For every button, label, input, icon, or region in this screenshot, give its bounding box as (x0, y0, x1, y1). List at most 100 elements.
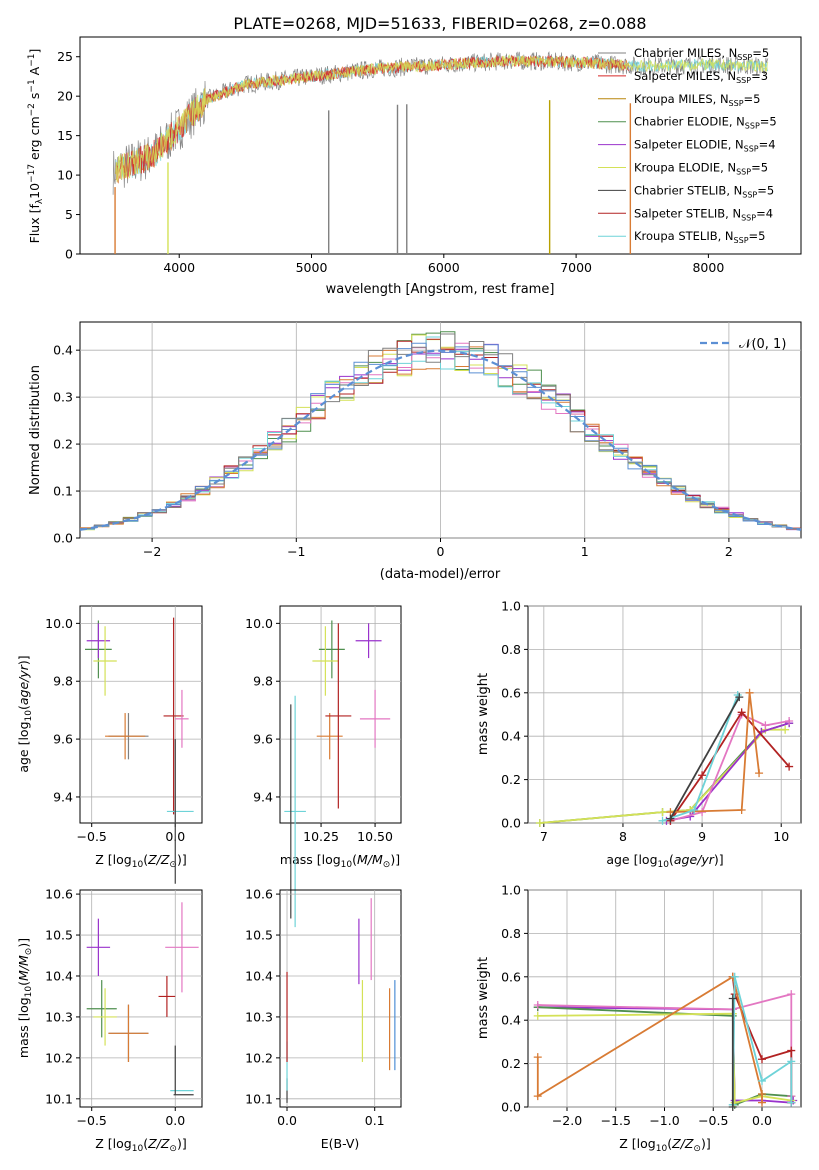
legend-name: Salpeter MILES, N (634, 69, 736, 83)
y-tick-label: 9.8 (253, 674, 273, 689)
x-tick-label: −1.0 (649, 1113, 679, 1128)
y-tick-label: 0.2 (501, 772, 521, 787)
weight-marker (698, 771, 707, 780)
y-tick-label: 10 (57, 168, 73, 183)
y-tick-label: 0.6 (501, 685, 521, 700)
y-tick-label: 10.2 (45, 1050, 73, 1065)
data-point (284, 695, 306, 928)
spectrum-xticks: 4000 5000 6000 7000 8000 (163, 254, 724, 275)
weight-marker (533, 1001, 542, 1010)
y-tick-label: 5 (65, 207, 73, 222)
y-tick-label: 10.6 (45, 887, 73, 902)
y-tick-label: 0.4 (53, 343, 73, 358)
massweight-vs-Z-xlabel: Z [log10(Z/Z⊙)] (619, 1136, 710, 1154)
data-point (93, 626, 117, 696)
data-point (359, 689, 391, 748)
legend-suffix: =5 (752, 46, 769, 60)
legend-label: Salpeter STELIB, NSSP=4 (634, 206, 773, 222)
legend-name: Salpeter STELIB, N (634, 206, 741, 220)
data-point (86, 918, 111, 976)
weight-marker (533, 1092, 542, 1101)
spectrum-ylabel-sub: λ (35, 198, 45, 204)
weight-line (537, 993, 793, 1097)
age-vs-Z-axes-frame (79, 605, 203, 824)
y-tick-label: 15 (57, 128, 73, 143)
weight-line (662, 694, 739, 822)
x-tick-label: 4000 (163, 260, 195, 275)
y-tick-label: 0.0 (53, 531, 73, 546)
weight-series (535, 725, 790, 827)
weight-series (666, 688, 764, 817)
residuals-panel: −2 −1 0 1 2 0.0 0.1 0.2 0.3 0.4 (data-model)/err… (28, 321, 802, 582)
legend-label: Salpeter MILES, NSSP=3 (634, 69, 768, 85)
y-tick-label: 0.2 (53, 437, 73, 452)
y-tick-label: 10.5 (45, 928, 73, 943)
y-tick-label: 10.0 (245, 616, 273, 631)
age-vs-Z-panel: Z [log10(Z/Z⊙)] age [log10(age/yr)] −0.5… (16, 605, 203, 884)
massweight-vs-age-xlabel: age [log10(age/yr)] (606, 852, 723, 870)
y-tick-label: 0.0 (501, 1100, 521, 1115)
y-tick-label: 10.4 (245, 968, 273, 983)
legend-label: Salpeter ELODIE, NSSP=4 (634, 138, 776, 154)
y-tick-label: 0.8 (501, 926, 521, 941)
x-tick-label: 1 (581, 544, 589, 559)
legend-name: Chabrier MILES, N (634, 46, 737, 60)
residuals-yticks: 0.0 0.1 0.2 0.3 0.4 (53, 343, 80, 546)
spectrum-xlabel: wavelength [Angstrom, rest frame] (326, 282, 555, 297)
x-tick-label: 6000 (428, 260, 460, 275)
legend-name: Chabrier ELODIE, N (634, 115, 745, 129)
x-tick-label: 7 (540, 829, 548, 844)
y-tick-label: 10.5 (245, 928, 273, 943)
mass-vs-EBV-xlabel: E(B-V) (321, 1136, 360, 1151)
figure-title: PLATE=0268, MJD=51633, FIBERID=0268, z=0… (233, 14, 646, 33)
legend-suffix: =4 (756, 206, 773, 220)
spectrum-lines (112, 51, 769, 254)
x-tick-label: −0.5 (77, 829, 107, 844)
y-tick-label: 9.4 (53, 789, 73, 804)
age-vs-Z-panel-ticks: −0.5 0.09.49.69.810.0 (45, 606, 202, 844)
data-point (86, 623, 111, 659)
x-tick-label: 0.0 (277, 1113, 297, 1128)
weight-marker (787, 1057, 796, 1066)
weight-marker (666, 814, 675, 823)
massweight-vs-Z-panel-ticks: −2.0 −1.5 −1.0 −0.5 0.0 0.0 0.2 0.4 0.6 0.8 1.0 (501, 883, 801, 1128)
weight-marker (698, 808, 707, 817)
x-tick-label: 2 (725, 544, 733, 559)
y-tick-label: 10.2 (245, 1050, 273, 1065)
weight-marker (737, 805, 746, 814)
y-tick-label: 10.6 (245, 887, 273, 902)
legend-label: Chabrier STELIB, NSSP=5 (634, 183, 774, 199)
legend-sub: SSP (736, 168, 751, 177)
y-tick-label: 25 (57, 49, 73, 64)
y-tick-label: 0.0 (501, 816, 521, 831)
legend-suffix: =5 (744, 92, 761, 106)
y-tick-label: 0.1 (53, 484, 73, 499)
x-tick-label: −0.5 (77, 1113, 107, 1128)
legend-sub: SSP (737, 53, 752, 62)
y-tick-label: 1.0 (501, 883, 521, 898)
y-tick-label: 10.1 (245, 1091, 273, 1106)
x-tick-label: 0.0 (752, 1113, 772, 1128)
x-tick-label: −0.5 (698, 1113, 728, 1128)
legend-sub: SSP (741, 213, 756, 222)
y-tick-label: 9.4 (253, 789, 273, 804)
data-point (163, 617, 184, 815)
weight-line (669, 696, 741, 820)
data-point (175, 689, 189, 748)
y-tick-label: 10.0 (45, 616, 73, 631)
x-tick-label: 0.1 (365, 1113, 385, 1128)
weight-line (670, 692, 760, 813)
legend-label: Chabrier MILES, NSSP=5 (634, 46, 769, 62)
x-tick-label: −2 (143, 544, 161, 559)
spectrum-yticks: 0 5 10 15 20 25 (57, 49, 80, 262)
weight-series (666, 708, 794, 825)
spectrum-axes-frame (79, 36, 802, 255)
mass-vs-Z-xlabel: Z [log10(Z/Z⊙)] (95, 1136, 186, 1154)
residuals-xlabel: (data-model)/error (380, 567, 501, 582)
x-tick-label: 7000 (560, 260, 592, 275)
x-tick-label: 9 (698, 829, 706, 844)
y-tick-label: 9.8 (53, 674, 73, 689)
weight-marker (758, 1055, 766, 1064)
y-tick-label: 10.3 (245, 1009, 273, 1024)
